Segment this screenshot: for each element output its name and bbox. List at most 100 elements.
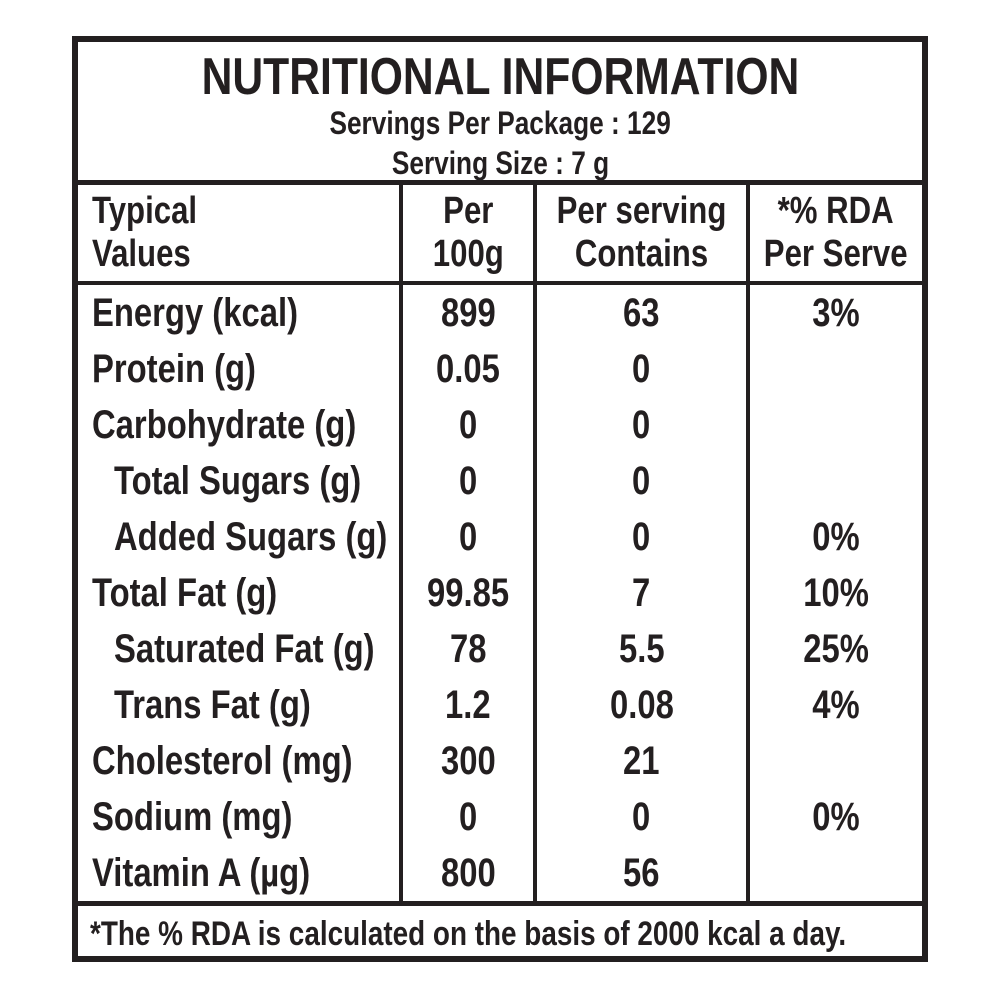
cell-value: 78 — [449, 626, 487, 671]
row-carbohydrate-per-serving: 0 — [533, 397, 746, 453]
cell-value: 4% — [812, 682, 860, 727]
nutrition-label: NUTRITIONAL INFORMATION Servings Per Pac… — [72, 36, 928, 962]
cell-value: 99.85 — [426, 570, 510, 615]
cell-value: 0 — [458, 514, 478, 559]
row-total-sugars-per-serving: 0 — [533, 453, 746, 509]
cell-value: 0.08 — [609, 682, 674, 727]
row-energy-label: Energy (kcal) — [78, 285, 399, 341]
row-energy-rda: 3% — [746, 285, 922, 341]
cell-value: 0 — [458, 458, 478, 503]
row-carbohydrate-label: Carbohydrate (g) — [78, 397, 399, 453]
row-vitamin-a-per-100g: 800 — [399, 845, 533, 901]
row-cholesterol-per-100g: 300 — [399, 733, 533, 789]
row-trans-fat-per-serving: 0.08 — [533, 677, 746, 733]
cell-value: 56 — [623, 850, 660, 895]
label-title-text: NUTRITIONAL INFORMATION — [201, 48, 799, 106]
label-header: NUTRITIONAL INFORMATION Servings Per Pac… — [78, 42, 922, 185]
serving-size-text: Serving Size : 7 g — [391, 145, 609, 181]
row-label-text: Carbohydrate (g) — [92, 402, 357, 447]
cell-value: 0 — [458, 794, 478, 839]
servings-per-package: Servings Per Package : 129 — [78, 103, 922, 143]
row-energy-per-serving: 63 — [533, 285, 746, 341]
cell-value: 10% — [803, 570, 869, 615]
row-carbohydrate-rda — [746, 397, 922, 453]
row-total-fat-label: Total Fat (g) — [78, 565, 399, 621]
cell-value: 0 — [632, 458, 651, 503]
row-cholesterol-label: Cholesterol (mg) — [78, 733, 399, 789]
row-protein-per-serving: 0 — [533, 341, 746, 397]
row-total-sugars-label: Total Sugars (g) — [78, 453, 399, 509]
cell-value: 0% — [812, 514, 860, 559]
column-header-line: *% RDA — [777, 190, 895, 232]
cell-value: 21 — [623, 738, 660, 783]
row-added-sugars-per-serving: 0 — [533, 509, 746, 565]
label-title: NUTRITIONAL INFORMATION — [78, 51, 922, 103]
row-saturated-fat-per-100g: 78 — [399, 621, 533, 677]
cell-value: 0 — [632, 402, 651, 447]
serving-size: Serving Size : 7 g — [78, 143, 922, 181]
nutrition-table: Typical Values Per 100g Per serving Contain… — [78, 185, 922, 901]
row-label-text: Total Fat (g) — [92, 570, 278, 615]
row-added-sugars-label: Added Sugars (g) — [78, 509, 399, 565]
row-protein-label: Protein (g) — [78, 341, 399, 397]
row-sodium-label: Sodium (mg) — [78, 789, 399, 845]
cell-value: 0.05 — [436, 346, 500, 391]
cell-value: 899 — [440, 290, 496, 335]
row-total-fat-rda: 10% — [746, 565, 922, 621]
cell-value: 3% — [812, 290, 860, 335]
row-label-text: Added Sugars (g) — [114, 514, 388, 559]
row-added-sugars-rda: 0% — [746, 509, 922, 565]
row-total-sugars-per-100g: 0 — [399, 453, 533, 509]
column-header-line: Contains — [574, 233, 709, 275]
column-header-line: Per serving — [556, 190, 727, 232]
row-label-text: Total Sugars (g) — [114, 458, 362, 503]
row-label-text: Vitamin A (µg) — [92, 850, 311, 895]
column-header-per-serving: Per serving Contains — [533, 185, 746, 285]
row-sodium-per-serving: 0 — [533, 789, 746, 845]
row-label-text: Trans Fat (g) — [114, 682, 311, 727]
rda-footnote: *The % RDA is calculated on the basis of… — [78, 901, 922, 962]
column-header-line: Typical — [92, 190, 198, 232]
row-vitamin-a-per-serving: 56 — [533, 845, 746, 901]
cell-value: 0 — [632, 514, 651, 559]
servings-per-package-text: Servings Per Package : 129 — [329, 105, 671, 141]
row-energy-per-100g: 899 — [399, 285, 533, 341]
cell-value: 0 — [632, 794, 651, 839]
row-trans-fat-rda: 4% — [746, 677, 922, 733]
column-header-line: 100g — [432, 233, 504, 275]
row-trans-fat-per-100g: 1.2 — [399, 677, 533, 733]
row-total-sugars-rda — [746, 453, 922, 509]
cell-value: 0 — [458, 402, 478, 447]
row-trans-fat-label: Trans Fat (g) — [78, 677, 399, 733]
cell-value: 63 — [623, 290, 660, 335]
column-header-rda-per-serve: *% RDA Per Serve — [746, 185, 922, 285]
row-total-fat-per-100g: 99.85 — [399, 565, 533, 621]
column-header-per-100g: Per 100g — [399, 185, 533, 285]
row-label-text: Energy (kcal) — [92, 290, 298, 335]
cell-value: 0% — [812, 794, 860, 839]
row-sodium-per-100g: 0 — [399, 789, 533, 845]
row-saturated-fat-label: Saturated Fat (g) — [78, 621, 399, 677]
cell-value: 1.2 — [445, 682, 491, 727]
row-vitamin-a-label: Vitamin A (µg) — [78, 845, 399, 901]
rda-footnote-text: *The % RDA is calculated on the basis of… — [90, 914, 847, 953]
row-label-text: Cholesterol (mg) — [92, 738, 353, 783]
row-cholesterol-rda — [746, 733, 922, 789]
row-saturated-fat-per-serving: 5.5 — [533, 621, 746, 677]
row-protein-per-100g: 0.05 — [399, 341, 533, 397]
row-carbohydrate-per-100g: 0 — [399, 397, 533, 453]
row-label-text: Sodium (mg) — [92, 794, 293, 839]
row-cholesterol-per-serving: 21 — [533, 733, 746, 789]
row-added-sugars-per-100g: 0 — [399, 509, 533, 565]
row-saturated-fat-rda: 25% — [746, 621, 922, 677]
row-label-text: Protein (g) — [92, 346, 256, 391]
row-total-fat-per-serving: 7 — [533, 565, 746, 621]
column-header-line: Per — [442, 190, 494, 232]
column-header-line: Values — [92, 233, 191, 275]
cell-value: 800 — [440, 850, 496, 895]
cell-value: 25% — [803, 626, 869, 671]
column-header-typical-values: Typical Values — [78, 185, 399, 285]
cell-value: 7 — [632, 570, 651, 615]
cell-value: 300 — [440, 738, 496, 783]
row-protein-rda — [746, 341, 922, 397]
